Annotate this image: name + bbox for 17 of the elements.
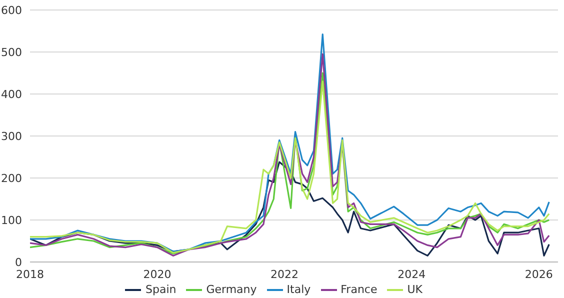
legend-label: France: [340, 283, 378, 296]
legend-label: UK: [407, 283, 422, 296]
legend-label: Italy: [286, 283, 311, 296]
legend-label: Germany: [206, 283, 257, 296]
x-tick-label: 2020: [143, 268, 172, 281]
y-tick-label: 500: [1, 46, 22, 59]
x-tick-label: 2026: [524, 268, 553, 281]
y-tick-label: 300: [1, 130, 22, 143]
x-tick-label: 2024: [398, 268, 426, 281]
x-tick-label: 2022: [270, 268, 298, 281]
x-tick-label: 2018: [16, 268, 44, 281]
y-tick-label: 600: [1, 4, 22, 17]
legend-label: Spain: [145, 283, 176, 296]
y-tick-label: 200: [1, 172, 22, 185]
y-tick-label: 400: [1, 88, 22, 101]
y-tick-label: 100: [1, 214, 22, 227]
y-tick-label: 0: [15, 256, 22, 269]
